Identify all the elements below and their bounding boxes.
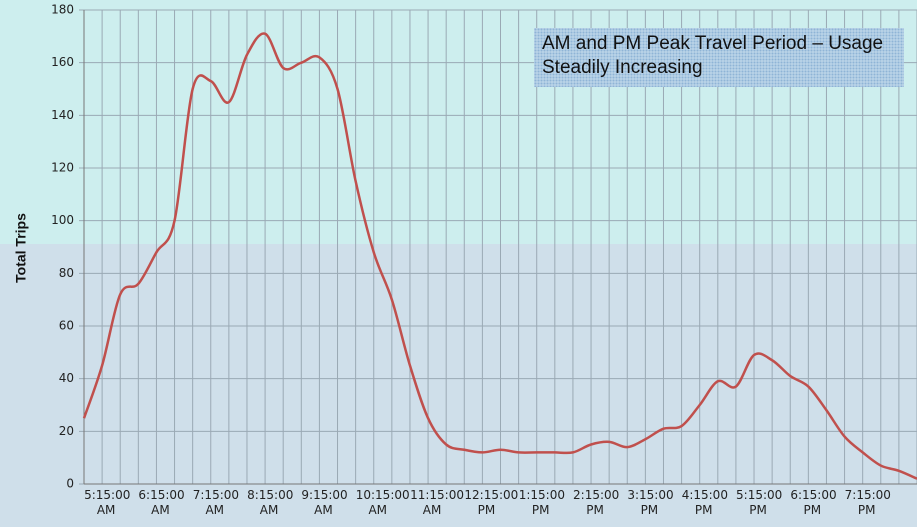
x-tick-label: 10:15:00 AM (355, 488, 410, 517)
chart-title: AM and PM Peak Travel Period – Usage Ste… (534, 28, 904, 87)
x-tick-label: 3:15:00 PM (627, 488, 674, 517)
y-tick-label: 0 (66, 477, 74, 491)
x-tick-label: 5:15:00 AM (84, 488, 131, 517)
x-tick-label: 12:15:00 PM (464, 488, 519, 517)
x-tick-label: 7:15:00 PM (844, 488, 891, 517)
x-tick-label: 5:15:00 PM (736, 488, 783, 517)
data-line (82, 32, 917, 480)
x-tick-label: 9:15:00 AM (301, 488, 348, 517)
y-tick-label: 160 (51, 55, 74, 69)
x-tick-label: 8:15:00 AM (247, 488, 294, 517)
y-tick-label: 100 (51, 213, 74, 227)
y-tick-label: 60 (59, 319, 74, 333)
x-tick-label: 2:15:00 PM (573, 488, 620, 517)
x-tick-label: 6:15:00 AM (138, 488, 185, 517)
x-tick-label: 1:15:00 PM (518, 488, 565, 517)
y-axis-title: Total Trips (13, 213, 29, 283)
y-tick-label: 180 (51, 3, 74, 17)
y-tick-label: 20 (59, 424, 74, 438)
y-tick-label: 120 (51, 161, 74, 175)
x-tick-label: 11:15:00 AM (410, 488, 464, 517)
x-tick-label: 7:15:00 AM (192, 488, 240, 517)
y-tick-label: 80 (59, 266, 74, 280)
x-tick-label: 4:15:00 PM (681, 488, 728, 517)
y-tick-label: 140 (51, 108, 74, 122)
x-tick-label: 6:15:00 PM (790, 488, 837, 517)
y-tick-label: 40 (59, 371, 74, 385)
